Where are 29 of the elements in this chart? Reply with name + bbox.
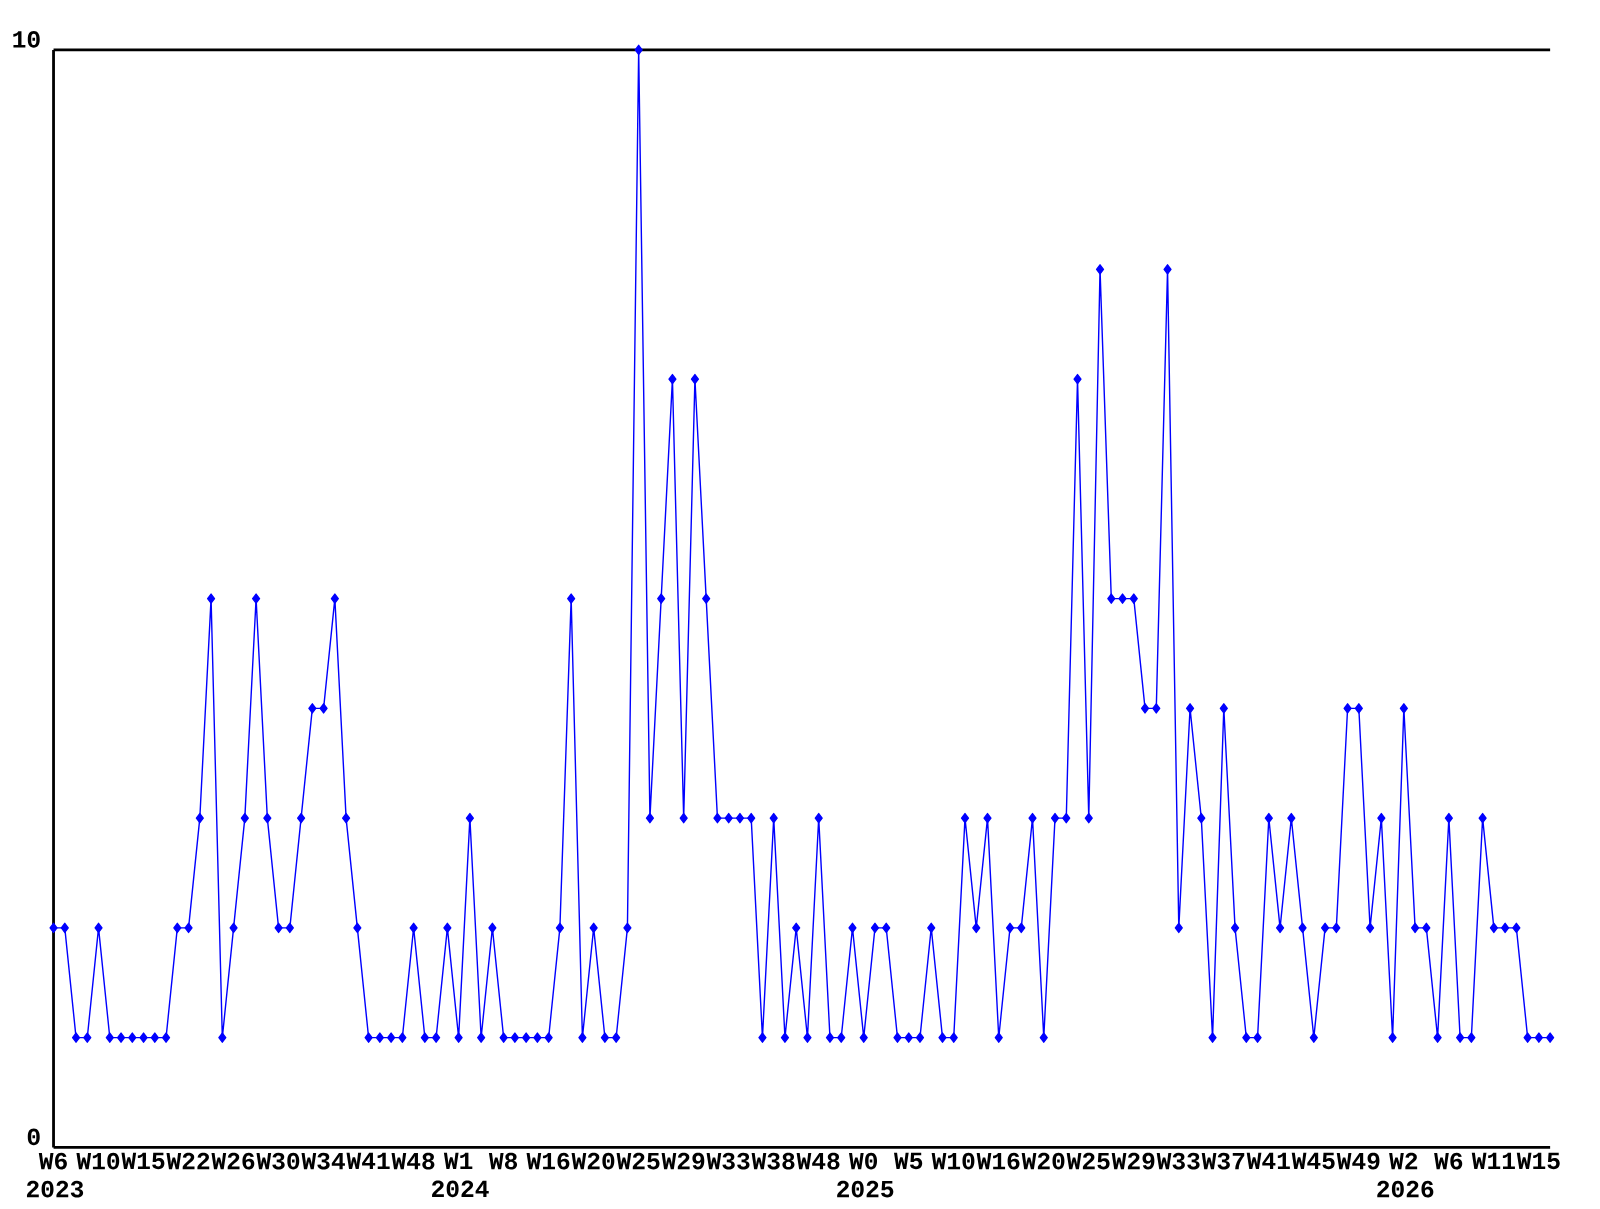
x-tick-label: W10 (76, 1152, 120, 1170)
x-tick-label: W10 (931, 1152, 975, 1170)
x-tick-label: W6 (1434, 1152, 1463, 1170)
x-tick-label: W16 (976, 1152, 1020, 1170)
y-tick-label: 0 (27, 1128, 40, 1146)
x-tick-label: W15 (121, 1152, 165, 1170)
x-tick-label: W33 (1156, 1152, 1200, 1170)
y-tick-label: 10 (13, 30, 40, 48)
x-tick-label: W41 (346, 1152, 390, 1169)
x-tick-label: W15 (1516, 1152, 1560, 1170)
x-tick-label: W22 (166, 1152, 210, 1170)
x-tick-label: W26 (211, 1152, 255, 1170)
x-tick-label: W34 (301, 1152, 345, 1170)
x-tick-label: W5 (894, 1152, 923, 1170)
x-tick-label: W33 (706, 1152, 750, 1170)
x-tick-label: W11 (1471, 1152, 1515, 1169)
x-tick-label: W8 (488, 1152, 518, 1170)
x-tick-label: W37 (1201, 1152, 1245, 1170)
x-tick-label: W29 (661, 1152, 705, 1170)
x-tick-label: W38 (751, 1152, 795, 1170)
x-tick-label: W25 (616, 1152, 660, 1170)
x-tick-label: W45 (1291, 1152, 1335, 1170)
x-tick-label: W30 (256, 1152, 300, 1170)
x-tick-label: W25 (1066, 1152, 1110, 1170)
x-tick-label: W29 (1111, 1152, 1155, 1170)
x-tick-label: W20 (1021, 1152, 1065, 1170)
x-tick-label: W41 (1246, 1152, 1290, 1169)
x-tick-label: W20 (571, 1152, 615, 1170)
x-tick-label: W16 (526, 1152, 570, 1170)
